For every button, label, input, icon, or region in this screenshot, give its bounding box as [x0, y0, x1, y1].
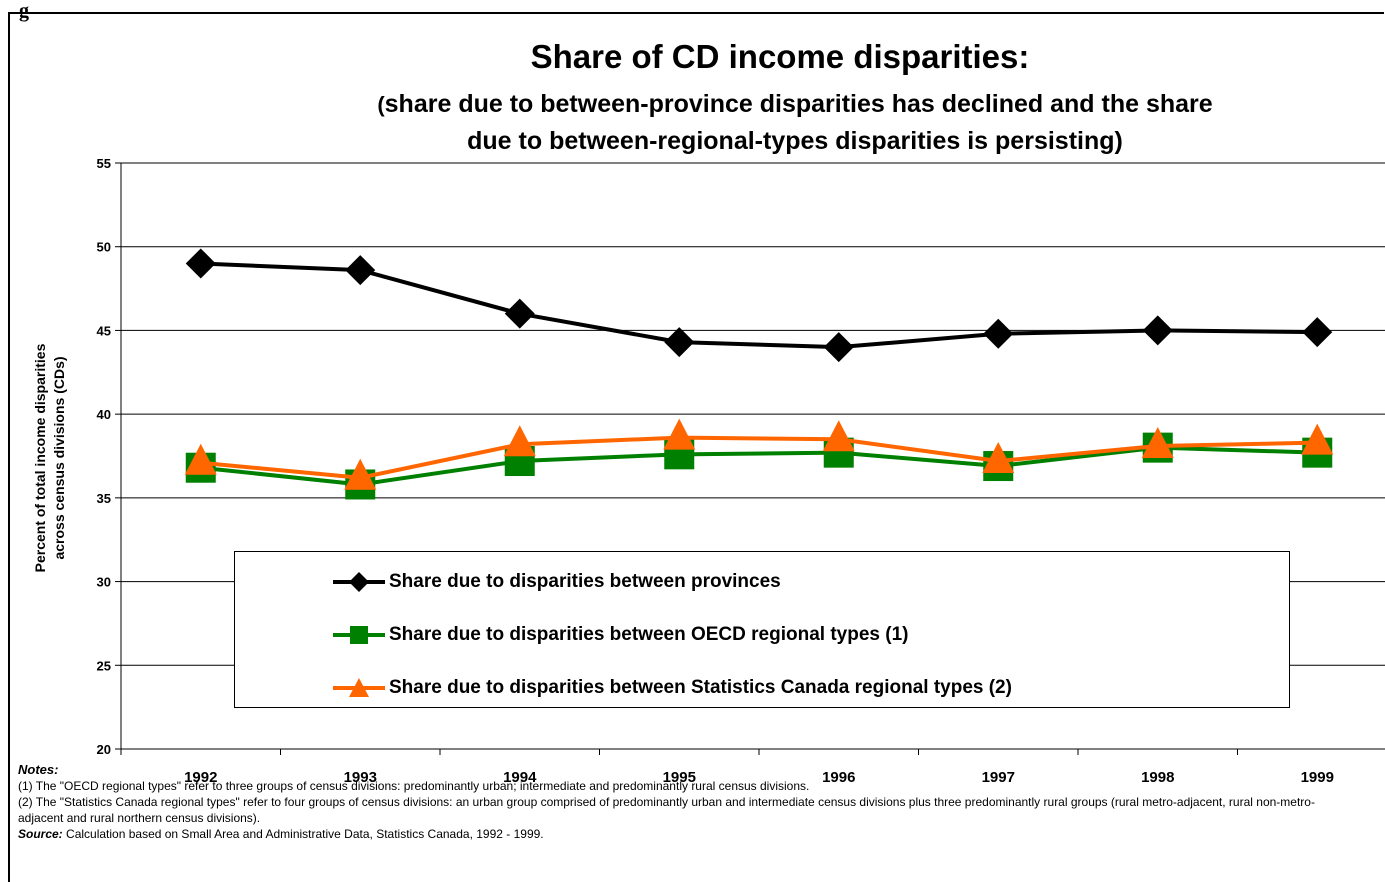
legend-label-provinces: Share due to disparities between provinc… [389, 571, 781, 592]
x-tick-label-1997: 1997 [982, 769, 1015, 786]
source-line: Source: Calculation based on Small Area … [18, 826, 1358, 842]
series-2-point-1995 [663, 418, 696, 450]
legend-swatch-statcan [333, 678, 385, 697]
notes-heading: Notes: [18, 762, 59, 777]
legend-label-oecd: Share due to disparities between OECD re… [389, 624, 909, 645]
series-0-point-1992 [185, 248, 216, 279]
x-tick-label-1999: 1999 [1301, 769, 1334, 786]
note-1: (1) The "OECD regional types" refer to t… [18, 779, 810, 793]
x-tick-label-1998: 1998 [1141, 769, 1174, 786]
series-2-point-1998 [1141, 426, 1174, 458]
series-0-point-1994 [504, 298, 535, 329]
corner-label: g [19, 0, 29, 22]
legend-label-statcan: Share due to disparities between Statist… [389, 677, 1012, 698]
series-2-point-1993 [344, 458, 377, 490]
subtitle-paren: ( [377, 92, 385, 117]
series-2-point-1999 [1301, 423, 1334, 455]
series-0-point-1993 [345, 255, 376, 286]
series-0-point-1997 [983, 318, 1014, 349]
y-tick-label-35: 35 [97, 491, 111, 506]
y-tick-label-50: 50 [97, 240, 111, 255]
subtitle-line-2: due to between-regional-types disparitie… [467, 127, 1123, 155]
series-line-1 [200, 445, 1318, 487]
y-tick-label-55: 55 [97, 156, 111, 171]
subtitle-line-1: share due to between-province disparitie… [384, 90, 1213, 118]
y-tick-label-40: 40 [97, 407, 111, 422]
x-tick-label-1993: 1993 [344, 769, 377, 786]
y-tick-label-25: 25 [97, 658, 111, 673]
source-label: Source: [18, 827, 63, 841]
series-line-2 [200, 435, 1318, 480]
legend: Share due to disparities between provinc… [234, 551, 1290, 708]
legend-item-statcan: Share due to disparities between Statist… [331, 675, 1012, 701]
source-text: Calculation based on Small Area and Admi… [62, 827, 544, 841]
series-0-point-1995 [664, 327, 695, 358]
series-line-0 [200, 261, 1318, 350]
x-tick-label-1996: 1996 [822, 769, 855, 786]
legend-swatch-oecd [333, 626, 385, 644]
legend-item-oecd: Share due to disparities between OECD re… [331, 622, 908, 648]
series-0-point-1998 [1142, 315, 1173, 346]
chart-title: Share of CD income disparities: [530, 38, 1030, 75]
series-0-point-1999 [1302, 317, 1333, 348]
y-tick-label-20: 20 [97, 742, 111, 757]
y-tick-label-30: 30 [97, 575, 111, 590]
chart-frame: g [8, 0, 1384, 882]
x-tick-label-1995: 1995 [663, 769, 696, 786]
y-tick-label-45: 45 [97, 323, 111, 338]
legend-swatch-provinces [333, 572, 385, 592]
chart-subtitle: (share due to between-province dispariti… [255, 86, 1335, 159]
series-2-point-1994 [503, 425, 536, 457]
legend-item-provinces: Share due to disparities between provinc… [331, 569, 781, 595]
x-tick-label-1992: 1992 [184, 769, 217, 786]
note-2: (2) The "Statistics Canada regional type… [18, 795, 1315, 825]
series-0-point-1996 [823, 332, 854, 363]
series-2-point-1992 [184, 443, 217, 475]
x-tick-label-1994: 1994 [503, 769, 537, 786]
series-2-point-1996 [822, 420, 855, 452]
series-2-point-1997 [982, 442, 1015, 474]
notes-block: Notes: (1) The "OECD regional types" ref… [18, 762, 1358, 842]
